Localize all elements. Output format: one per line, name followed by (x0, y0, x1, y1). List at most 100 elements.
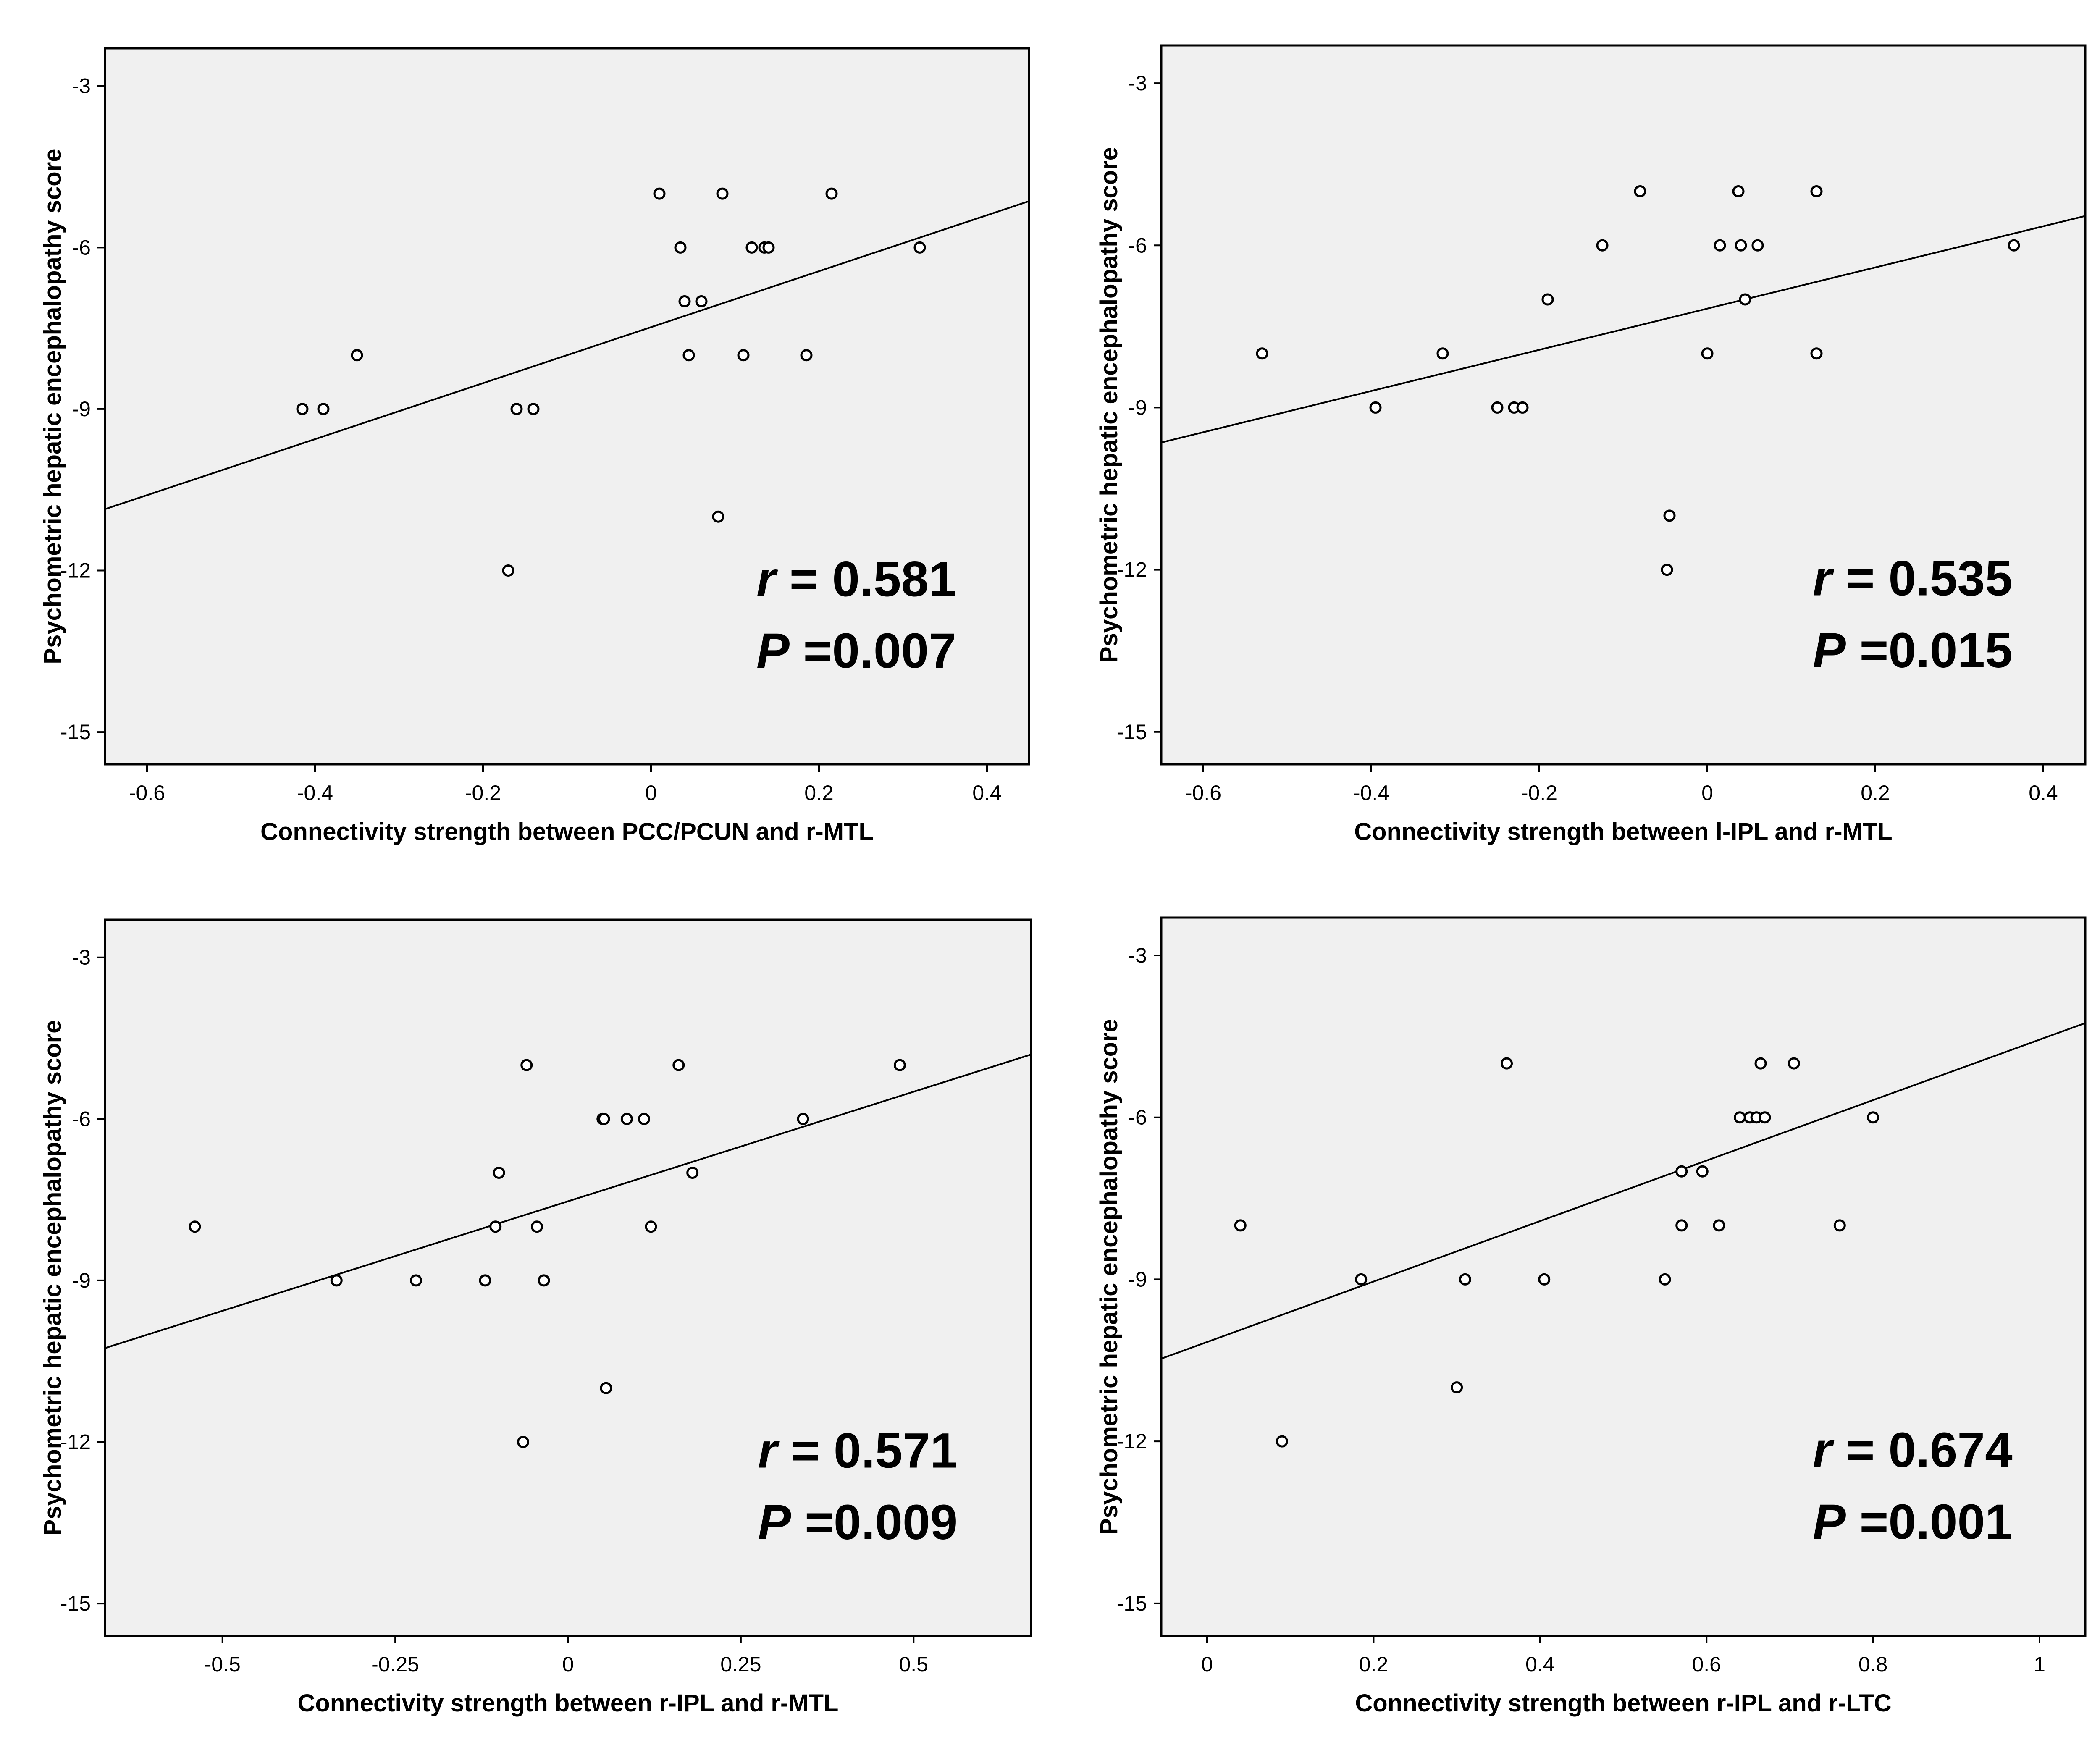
x-axis-title: Connectivity strength between l-IPL and … (1354, 818, 1892, 845)
data-point (2008, 239, 2020, 252)
x-axis-title: Connectivity strength between r-IPL and … (1355, 1690, 1891, 1717)
r-statistic: r = 0.571 (758, 1423, 958, 1478)
y-tick-label: -12 (1117, 1430, 1147, 1453)
plot-area (104, 918, 1032, 1637)
p-statistic: P =0.001 (1813, 1494, 2013, 1550)
x-tick-label: -0.6 (1185, 781, 1221, 805)
data-point (914, 241, 926, 254)
data-point (502, 564, 514, 577)
data-point (1754, 1057, 1767, 1070)
data-point (1833, 1219, 1846, 1232)
data-point (1788, 1057, 1800, 1070)
y-tick-label: -12 (60, 559, 91, 582)
x-tick-label: 0 (562, 1653, 574, 1676)
y-tick-label: -15 (1117, 720, 1147, 744)
plot-area (104, 47, 1030, 766)
data-point (1516, 401, 1529, 414)
y-tick-label: -3 (72, 74, 91, 98)
x-tick-label: -0.2 (465, 781, 501, 805)
x-tick-label: 0.4 (2029, 781, 2058, 805)
data-point (1459, 1273, 1471, 1286)
y-axis-title: Psychometric hepatic encephalopathy scor… (39, 148, 66, 664)
y-tick-label: -3 (1129, 71, 1147, 95)
x-tick-label: 0 (645, 781, 657, 805)
data-point (1810, 347, 1823, 360)
data-point (678, 295, 691, 308)
y-tick-label: -9 (72, 397, 91, 421)
x-tick-label: 0.2 (1861, 781, 1890, 805)
x-tick-label: 0.4 (972, 781, 1002, 805)
data-point (645, 1220, 657, 1233)
regression-line (105, 1053, 1031, 1349)
data-point (1714, 239, 1726, 252)
r-statistic: r = 0.581 (756, 551, 956, 607)
data-point (1234, 1219, 1247, 1232)
data-point (510, 403, 523, 415)
data-point (762, 241, 775, 254)
x-tick-label: -0.6 (129, 781, 165, 805)
data-point (1867, 1111, 1880, 1124)
x-tick-label: -0.25 (371, 1653, 419, 1676)
y-axis-title: Psychometric hepatic encephalopathy scor… (1095, 147, 1123, 663)
data-point (674, 241, 687, 254)
data-point (1675, 1165, 1688, 1178)
x-tick-label: 0.5 (899, 1653, 929, 1676)
x-tick-label: 0.8 (1858, 1653, 1888, 1676)
x-tick-label: -0.2 (1521, 781, 1557, 805)
data-point (1596, 239, 1609, 252)
data-point (1733, 1111, 1746, 1124)
y-tick-label: -9 (72, 1269, 91, 1292)
data-point (351, 349, 363, 362)
data-point (330, 1274, 343, 1287)
data-point (1276, 1435, 1288, 1448)
data-point (800, 349, 813, 362)
y-tick-label: -15 (60, 720, 91, 744)
data-point (893, 1059, 906, 1071)
data-point (538, 1274, 550, 1287)
data-point (1735, 239, 1747, 252)
scatter-panel-3: -3 -6 -9 -12 -15 -0.5 -0.25 0 0.25 0.5 Connectivit… (39, 918, 1032, 1717)
x-tick-label: -0.4 (1353, 781, 1389, 805)
data-point (716, 187, 729, 200)
r-statistic: r = 0.674 (1813, 1422, 2013, 1478)
data-point (672, 1059, 685, 1071)
data-point (1713, 1219, 1725, 1232)
y-tick-label: -3 (1129, 944, 1147, 967)
data-point (517, 1435, 530, 1448)
data-point (520, 1059, 533, 1071)
y-axis-title: Psychometric hepatic encephalopathy scor… (39, 1020, 66, 1535)
data-point (296, 403, 309, 415)
y-tick-label: -9 (1129, 396, 1147, 419)
y-tick-label: -6 (72, 1107, 91, 1131)
x-tick-label: 0.25 (720, 1653, 761, 1676)
regression-line (1161, 1022, 2085, 1360)
data-point (600, 1382, 612, 1394)
scatter-panel-2: -3 -6 -9 -12 -15 -0.6 -0.4 -0.2 0 0.2 0.4 Connectiv… (1095, 44, 2087, 845)
data-point (1659, 1273, 1671, 1286)
data-point (695, 295, 708, 308)
data-point (746, 241, 758, 254)
data-point (686, 1167, 699, 1179)
data-point (1436, 347, 1449, 360)
data-point (1369, 401, 1382, 414)
x-tick-label: 0 (1701, 781, 1713, 805)
x-axis-title: Connectivity strength between PCC/PCUN a… (260, 818, 874, 845)
y-tick-label: -3 (72, 946, 91, 969)
regression-line (1161, 215, 2085, 443)
y-tick-label: -15 (60, 1592, 91, 1615)
data-point (530, 1220, 543, 1233)
x-tick-label: 0.2 (804, 781, 834, 805)
data-point (797, 1112, 809, 1125)
p-statistic: P =0.015 (1813, 623, 2013, 678)
x-tick-label: 0.4 (1525, 1653, 1555, 1676)
p-statistic: P =0.009 (758, 1495, 958, 1550)
x-tick-label: 0.2 (1359, 1653, 1389, 1676)
data-point (712, 510, 724, 523)
data-point (493, 1167, 505, 1179)
regression-line (105, 200, 1029, 510)
data-point (527, 403, 540, 415)
x-tick-label: 1 (2034, 1653, 2045, 1676)
data-point (489, 1220, 502, 1233)
y-tick-label: -15 (1117, 1592, 1147, 1615)
data-point (1661, 564, 1673, 576)
